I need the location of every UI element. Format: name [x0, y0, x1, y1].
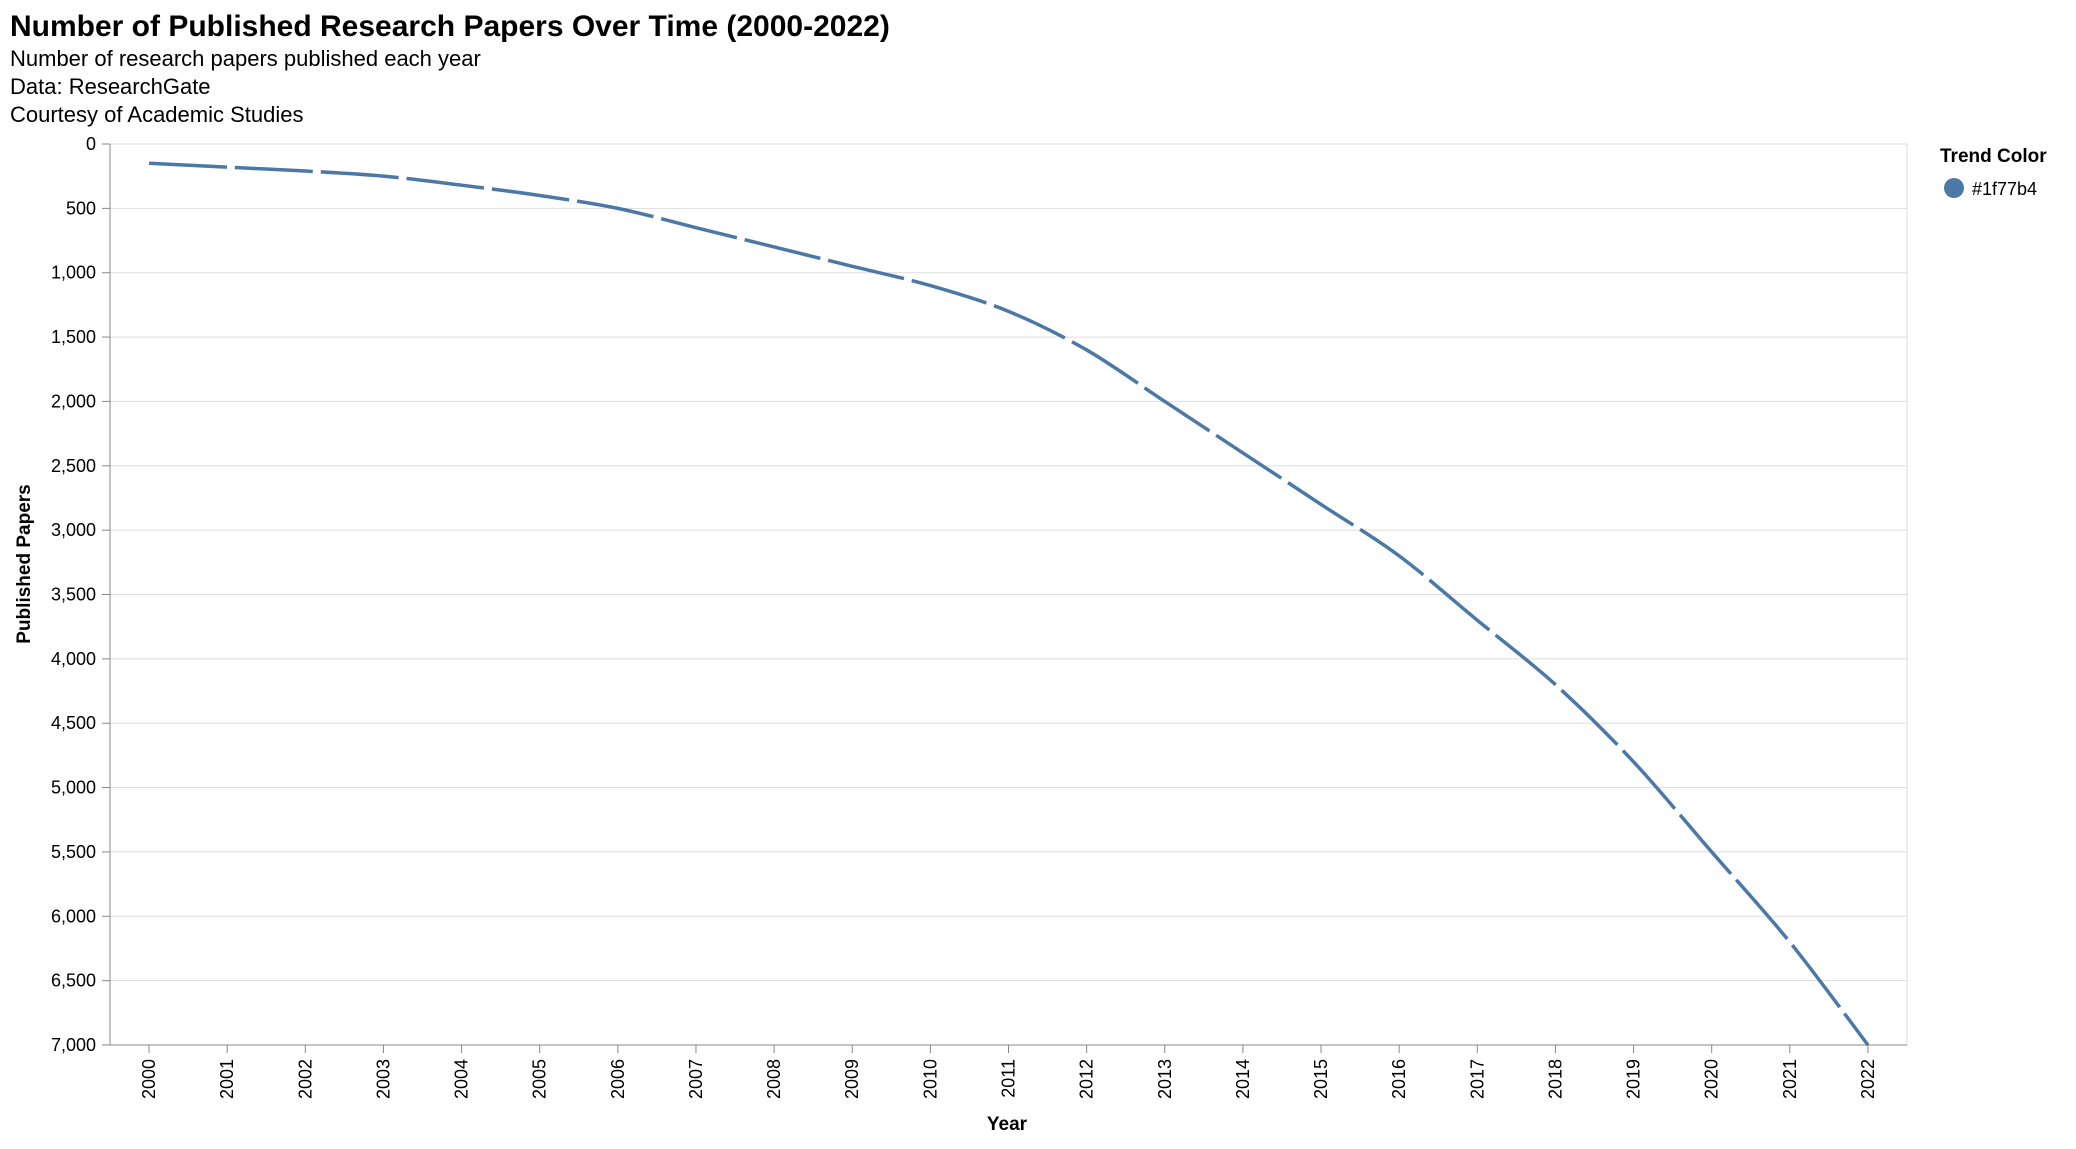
data-point — [692, 224, 700, 232]
data-point — [926, 282, 934, 290]
y-axis-title: Published Papers — [14, 484, 35, 643]
legend-swatch — [1944, 178, 1964, 198]
x-axis-title: Year — [987, 1114, 1028, 1135]
x-tick-label: 2020 — [1702, 1059, 1722, 1099]
y-tick-label: 3,000 — [51, 520, 96, 540]
x-tick-label: 2013 — [1155, 1059, 1175, 1099]
data-point — [301, 167, 309, 175]
series-layer — [145, 159, 1872, 1049]
legend-title: Trend Color — [1940, 146, 2047, 167]
x-tick-label: 2014 — [1233, 1059, 1253, 1099]
y-tick-label: 6,500 — [51, 971, 96, 991]
y-tick-label: 4,000 — [51, 649, 96, 669]
data-point — [1630, 758, 1638, 766]
data-point — [1708, 848, 1716, 856]
y-tick-label: 2,000 — [51, 391, 96, 411]
x-tick-label: 2011 — [999, 1059, 1019, 1098]
x-tick-label: 2005 — [530, 1059, 550, 1099]
data-point — [1161, 397, 1169, 405]
chart-title: Number of Published Research Papers Over… — [10, 10, 890, 43]
y-tick-label: 500 — [66, 198, 96, 218]
x-tick-label: 2006 — [608, 1059, 628, 1099]
y-tick-label: 1,500 — [51, 327, 96, 347]
data-point — [145, 159, 153, 167]
chart-subtitle-3: Courtesy of Academic Studies — [10, 102, 303, 127]
data-point — [458, 181, 466, 189]
x-axis: 2000 2001 2002 2003 2004 2005 2006 2007 2008 2009… — [110, 1044, 1907, 1099]
x-tick-label: 2008 — [764, 1059, 784, 1099]
y-tick-label: 5,000 — [51, 778, 96, 798]
x-tick-label: 2017 — [1467, 1059, 1487, 1099]
y-tick-label: 4,500 — [51, 713, 96, 733]
x-tick-label: 2009 — [842, 1059, 862, 1099]
x-tick-label: 2016 — [1389, 1059, 1409, 1099]
chart-subtitle-2: Data: ResearchGate — [10, 74, 211, 99]
data-point — [1864, 1041, 1872, 1049]
x-tick-label: 2018 — [1545, 1059, 1565, 1099]
x-tick-label: 2002 — [295, 1059, 315, 1099]
y-tick-label: 5,500 — [51, 842, 96, 862]
data-point — [1786, 938, 1794, 946]
data-point — [770, 243, 778, 251]
x-tick-label: 2010 — [920, 1059, 940, 1099]
y-tick-label: 1,000 — [51, 263, 96, 283]
data-point — [1005, 307, 1013, 315]
x-tick-label: 2004 — [452, 1059, 472, 1099]
data-point — [614, 204, 622, 212]
x-tick-label: 2021 — [1780, 1059, 1800, 1099]
grid-lines — [110, 143, 1908, 1046]
x-tick-label: 2007 — [686, 1059, 706, 1099]
y-tick-label: 2,500 — [51, 456, 96, 476]
data-point — [1317, 500, 1325, 508]
chart-subtitle-1: Number of research papers published each… — [10, 46, 481, 71]
x-tick-label: 2000 — [139, 1059, 159, 1099]
y-tick-label: 3,500 — [51, 585, 96, 605]
data-point — [1395, 552, 1403, 560]
legend-label: #1f77b4 — [1972, 179, 2037, 199]
y-tick-label: 7,000 — [51, 1035, 96, 1055]
x-tick-label: 2001 — [217, 1059, 237, 1099]
legend: Trend Color #1f77b4 — [1940, 146, 2047, 199]
y-tick-label: 0 — [86, 134, 96, 154]
y-tick-label: 6,000 — [51, 906, 96, 926]
data-point — [1083, 346, 1091, 354]
x-tick-label: 2022 — [1858, 1059, 1878, 1099]
x-tick-label: 2012 — [1077, 1059, 1097, 1099]
data-point — [1239, 449, 1247, 457]
x-tick-label: 2015 — [1311, 1059, 1331, 1099]
data-point — [223, 163, 231, 171]
x-tick-label: 2019 — [1624, 1059, 1644, 1099]
data-point — [848, 262, 856, 270]
series-line — [148, 161, 1870, 1047]
y-axis: 0 500 1,000 1,500 2,000 2,500 3,000 3,500 4,000 4… — [51, 134, 111, 1055]
data-point — [1473, 616, 1481, 624]
data-point — [536, 191, 544, 199]
x-tick-label: 2003 — [373, 1059, 393, 1099]
data-point — [1551, 681, 1559, 689]
data-point — [379, 172, 387, 180]
